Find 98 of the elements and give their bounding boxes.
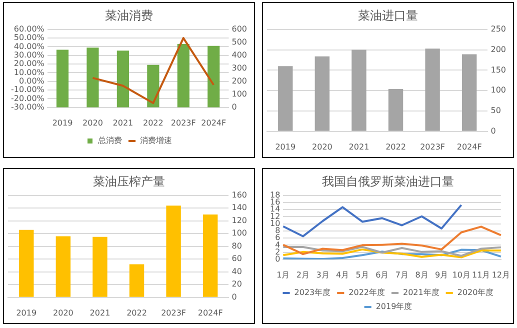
x-tick-label: 2019 <box>275 142 296 152</box>
chart-title: 菜油压榨产量 <box>93 174 165 188</box>
y-tick-label: 30.00% <box>14 50 45 60</box>
y-tick-label: 20.00% <box>14 59 45 68</box>
y-tick-label: 160 <box>232 190 248 200</box>
y-tick-label: 40 <box>232 266 242 276</box>
y-tick-label: 60.00% <box>14 24 45 34</box>
x-tick-label: 11月 <box>472 270 490 280</box>
chart-title: 菜油进口量 <box>358 8 418 22</box>
y-tick-label: 40.00% <box>14 42 45 51</box>
x-tick-label: 2024F <box>456 142 482 152</box>
x-tick-label: 2021 <box>348 142 370 152</box>
y-tick-label: 0 <box>490 126 496 136</box>
x-tick-label: 2023F <box>170 118 196 128</box>
x-tick-label: 2022 <box>386 142 406 152</box>
y-tick-label: -20.00% <box>11 94 45 103</box>
y-tick-label: 20 <box>232 280 242 289</box>
bar <box>86 48 99 108</box>
y-tick-label: 60 <box>232 254 242 264</box>
bar <box>166 206 181 297</box>
y-tick-label: 14 <box>270 204 280 214</box>
y-tick-label: 8 <box>275 226 280 236</box>
bar <box>208 46 220 108</box>
x-tick-label: 2019 <box>52 118 73 128</box>
y-tick-label: -10.00% <box>11 85 45 94</box>
y-tick-label: 0 <box>275 254 280 264</box>
x-tick-label: 2022 <box>126 308 147 318</box>
y-tick-label: 80 <box>232 241 242 250</box>
y-tick-label: 0.00% <box>18 76 45 86</box>
bar <box>388 88 404 131</box>
bar <box>425 48 440 131</box>
x-tick-label: 2020 <box>53 308 74 318</box>
chart-title: 我国自俄罗斯菜油进口量 <box>322 174 454 188</box>
bar <box>19 230 34 297</box>
bar <box>56 50 69 108</box>
x-tick-label: 2020 <box>312 142 332 152</box>
x-tick-label: 12月 <box>492 270 510 280</box>
x-tick-label: 2023F <box>420 142 446 152</box>
y-tick-label: 12 <box>270 212 280 221</box>
y-tick-label: 120 <box>232 216 248 225</box>
legend-label: 总消费 <box>97 136 122 146</box>
legend-label: 2021年度 <box>403 288 440 298</box>
x-tick-label: 6月 <box>376 270 389 280</box>
x-tick-label: 8月 <box>415 270 428 280</box>
bar <box>314 56 330 131</box>
bar <box>177 44 190 108</box>
x-tick-label: 2020 <box>82 118 103 128</box>
y-tick-label: 250 <box>490 24 506 34</box>
x-tick-label: 2022 <box>142 118 164 128</box>
bar <box>352 50 366 131</box>
x-tick-label: 3月 <box>316 270 330 280</box>
legend-label: 2022年度 <box>348 288 385 298</box>
y-tick-label: 16 <box>270 198 280 207</box>
x-tick-label: 2021 <box>90 308 110 318</box>
bar <box>147 64 160 108</box>
x-tick-label: 9月 <box>434 270 448 280</box>
y-tick-label: 0 <box>232 292 237 302</box>
x-tick-label: 7月 <box>395 270 408 280</box>
y-tick-label: 10 <box>270 218 280 228</box>
y-tick-label: 2 <box>275 247 280 256</box>
y-tick-label: 100 <box>232 228 248 238</box>
bar <box>116 50 129 108</box>
y-tick-label: 4 <box>275 240 280 250</box>
y-tick-label: 6 <box>275 233 280 242</box>
x-tick-label: 2024F <box>201 118 226 128</box>
y-tick-label: 100 <box>490 86 506 95</box>
y-tick-label: 140 <box>232 203 248 212</box>
y-tick-label: 10.00% <box>14 68 45 77</box>
x-tick-label: 2021 <box>112 118 134 128</box>
chart-title: 菜油消费 <box>105 8 153 22</box>
y-tick-label: 150 <box>490 65 506 74</box>
y2-tick-label: 300 <box>232 63 248 72</box>
bar <box>202 214 218 297</box>
x-tick-label: 1月 <box>276 270 290 280</box>
y-tick-label: 50 <box>490 106 501 116</box>
bar <box>92 236 108 297</box>
x-tick-label: 2023F <box>161 308 186 318</box>
legend-label: 2023年度 <box>294 288 331 298</box>
legend-label: 2019年度 <box>376 302 412 312</box>
x-tick-label: 5月 <box>356 270 369 280</box>
y2-tick-label: 400 <box>232 50 248 60</box>
legend-label: 2020年度 <box>457 288 494 298</box>
y2-tick-label: 600 <box>232 24 248 34</box>
x-tick-label: 4月 <box>336 270 350 280</box>
bar <box>462 54 477 131</box>
y-tick-label: 200 <box>490 44 506 54</box>
y-tick-label: 18 <box>270 190 280 200</box>
bar <box>56 236 71 297</box>
legend-label: 消费增速 <box>140 136 172 146</box>
y-tick-label: 50.00% <box>14 33 45 42</box>
x-tick-label: 10月 <box>452 270 470 280</box>
y2-tick-label: 500 <box>232 37 248 46</box>
x-tick-label: 2024F <box>198 308 224 318</box>
bar <box>129 264 144 297</box>
x-tick-label: 2月 <box>296 270 310 280</box>
y-tick-label: -30.00% <box>11 102 45 112</box>
x-tick-label: 2019 <box>16 308 37 318</box>
bar <box>278 66 293 131</box>
